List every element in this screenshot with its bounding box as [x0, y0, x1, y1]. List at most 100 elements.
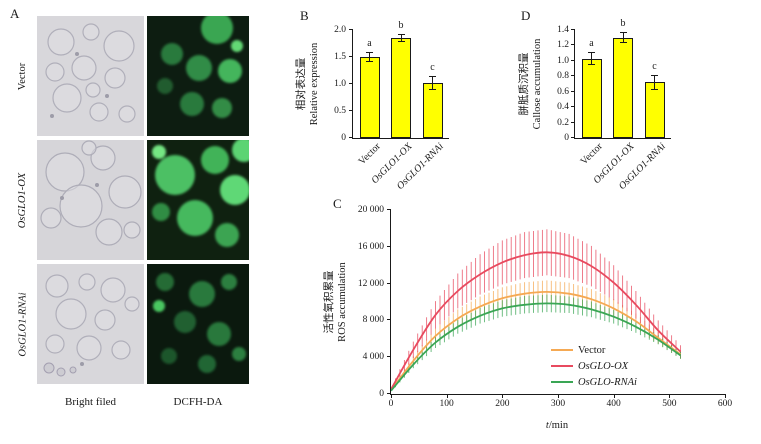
- y-tick-label: 1.5: [334, 52, 346, 62]
- error-bar: [366, 51, 373, 63]
- y-tick-label: 16 000: [357, 241, 384, 252]
- error-bar: [619, 32, 627, 44]
- fluorescence-image-osglo1-rnai: [147, 264, 249, 384]
- panel-c-xaxis-title: t/min: [527, 420, 587, 431]
- y-tick-label: 1.2: [557, 40, 569, 51]
- y-tick-mark: [387, 393, 391, 394]
- column-label-dcfh-da: DCFH-DA: [173, 396, 223, 408]
- row-label-osglo1-rnai: OsGLO1-RNAi: [12, 264, 34, 384]
- y-tick-mark: [571, 29, 575, 30]
- x-tick-label: 100: [439, 399, 454, 409]
- y-tick-label: 4 000: [362, 352, 384, 363]
- panel-c-legend: Vector OsGLO-OX OsGLO-RNAi: [551, 342, 637, 390]
- panel-c-yaxis-title: 活性氧积累量 ROS accumulation: [322, 210, 350, 394]
- panel-a-label: A: [10, 6, 20, 21]
- y-tick-mark: [349, 29, 353, 30]
- y-tick-label: 20 000: [357, 205, 384, 215]
- y-tick-mark: [571, 44, 575, 46]
- panel-c-yaxis-title-en: ROS accumulation: [337, 262, 348, 342]
- y-tick-mark: [571, 75, 575, 77]
- panel-b-label: B: [300, 8, 309, 23]
- panel-d-label: D: [521, 8, 531, 23]
- y-tick-mark: [571, 59, 575, 61]
- y-tick-mark: [349, 137, 353, 138]
- row-label-osglo1-rnai-text: OsGLO1-RNAi: [17, 291, 29, 357]
- error-bar: [397, 33, 405, 43]
- row-label-vector: Vector: [12, 16, 34, 136]
- bar-rect-osglo1-ox: [391, 38, 411, 138]
- bar-rect-osglo1-rnai: [422, 82, 443, 138]
- significance-letter: a: [367, 37, 372, 49]
- series-line-osglo-ox: [391, 251, 682, 390]
- panel-c-yaxis-title-zh: 活性氧积累量: [324, 270, 335, 334]
- y-tick-mark: [349, 83, 353, 84]
- x-tick-label: 0: [388, 399, 394, 409]
- panel-d-bars: a Vector b OsGLO1-OX c OsGLO1-RNAi: [575, 18, 671, 192]
- significance-letter: b: [398, 19, 404, 31]
- y-tick-label: 12 000: [357, 278, 384, 289]
- bar-rect-osglo1-ox: [613, 37, 633, 138]
- y-tick-mark: [571, 90, 575, 92]
- y-tick-mark: [387, 282, 391, 284]
- y-tick-mark: [571, 106, 575, 108]
- fluorescence-image-vector: [147, 16, 249, 136]
- legend-item-vector: Vector: [551, 342, 637, 358]
- bar-osglo1-rnai: c OsGLO1-RNAi: [395, 30, 448, 192]
- x-tick-label: 400: [606, 399, 621, 409]
- legend-label-osglo-ox: OsGLO-OX: [578, 360, 629, 372]
- row-label-osglo1-ox-text: OsGLO1-OX: [17, 172, 29, 228]
- panel-c-plot: Vector OsGLO-OX OsGLO-RNAi 0 100 200 300 400…: [387, 209, 732, 409]
- x-tick-mark: [613, 394, 615, 398]
- fluorescence-image-osglo1-ox: [147, 140, 249, 260]
- legend-label-vector: Vector: [578, 344, 606, 356]
- legend-item-osglo-ox: OsGLO-OX: [551, 358, 637, 374]
- panel-d-plot: a Vector b OsGLO1-OX c OsGLO1-RNAi: [571, 18, 671, 192]
- x-tick-label: Vector: [579, 141, 606, 168]
- x-tick-label: 600: [717, 399, 733, 409]
- x-tick-mark: [558, 394, 559, 398]
- error-bar: [429, 75, 436, 90]
- x-tick-mark: [446, 394, 448, 398]
- bar-rect-vector: [359, 57, 380, 138]
- y-tick-mark: [387, 209, 391, 210]
- panel-b-yaxis-title-en: Relative expression: [309, 42, 320, 126]
- bar-vector: a Vector: [577, 30, 607, 167]
- x-tick-mark: [725, 394, 726, 398]
- significance-letter: c: [430, 61, 435, 73]
- x-tick-mark: [669, 394, 671, 398]
- y-tick-label: 0: [341, 133, 346, 143]
- y-tick-label: 0.8: [557, 71, 569, 82]
- x-tick-mark: [502, 394, 504, 398]
- y-tick-label: 0.2: [557, 117, 569, 128]
- legend-line-osglo-ox: [551, 365, 573, 367]
- brightfield-image-osglo1-ox: [37, 140, 144, 260]
- significance-letter: b: [620, 18, 626, 30]
- bar-osglo1-ox: b OsGLO1-OX: [370, 20, 416, 186]
- y-tick-label: 1.0: [334, 79, 346, 89]
- row-label-osglo1-ox: OsGLO1-OX: [12, 140, 34, 260]
- x-tick-label: 200: [495, 399, 510, 409]
- panel-b-yaxis-title-zh: 相对表达量: [296, 57, 307, 111]
- error-bar: [588, 52, 595, 66]
- y-tick-label: 8 000: [362, 315, 384, 326]
- y-tick-label: 0.5: [334, 106, 346, 116]
- y-tick-label: 1.0: [557, 55, 569, 66]
- y-tick-label: 0: [564, 133, 569, 143]
- panel-b-plot: a Vector b OsGLO1-OX c OsGLO1-RNAi: [349, 20, 449, 192]
- panel-b-bars: a Vector b OsGLO1-OX c OsGLO1-RNAi: [353, 20, 449, 192]
- column-label-brightfield: Bright filed: [64, 396, 117, 408]
- brightfield-image-vector: [37, 16, 144, 136]
- x-tick-label: Vector: [357, 141, 384, 168]
- ros-accumulation-curves: [391, 229, 682, 392]
- bar-vector: a Vector: [355, 30, 385, 168]
- significance-letter: a: [589, 38, 594, 50]
- x-tick-label: 500: [662, 399, 677, 409]
- panel-b-yaxis-title: 相对表达量 Relative expression: [294, 30, 322, 138]
- panel-d-yaxis-ticklabels: 0 0.2 0.4 0.6 0.8 1.0 1.2 1.4: [545, 25, 571, 143]
- bar-osglo1-rnai: c OsGLO1-RNAi: [617, 30, 670, 192]
- y-tick-label: 0.6: [557, 86, 569, 97]
- x-tick-label: 300: [550, 399, 566, 409]
- panel-d-yaxis-title-zh: 胼胝质沉积量: [519, 52, 530, 116]
- y-tick-label: 0.4: [557, 102, 569, 113]
